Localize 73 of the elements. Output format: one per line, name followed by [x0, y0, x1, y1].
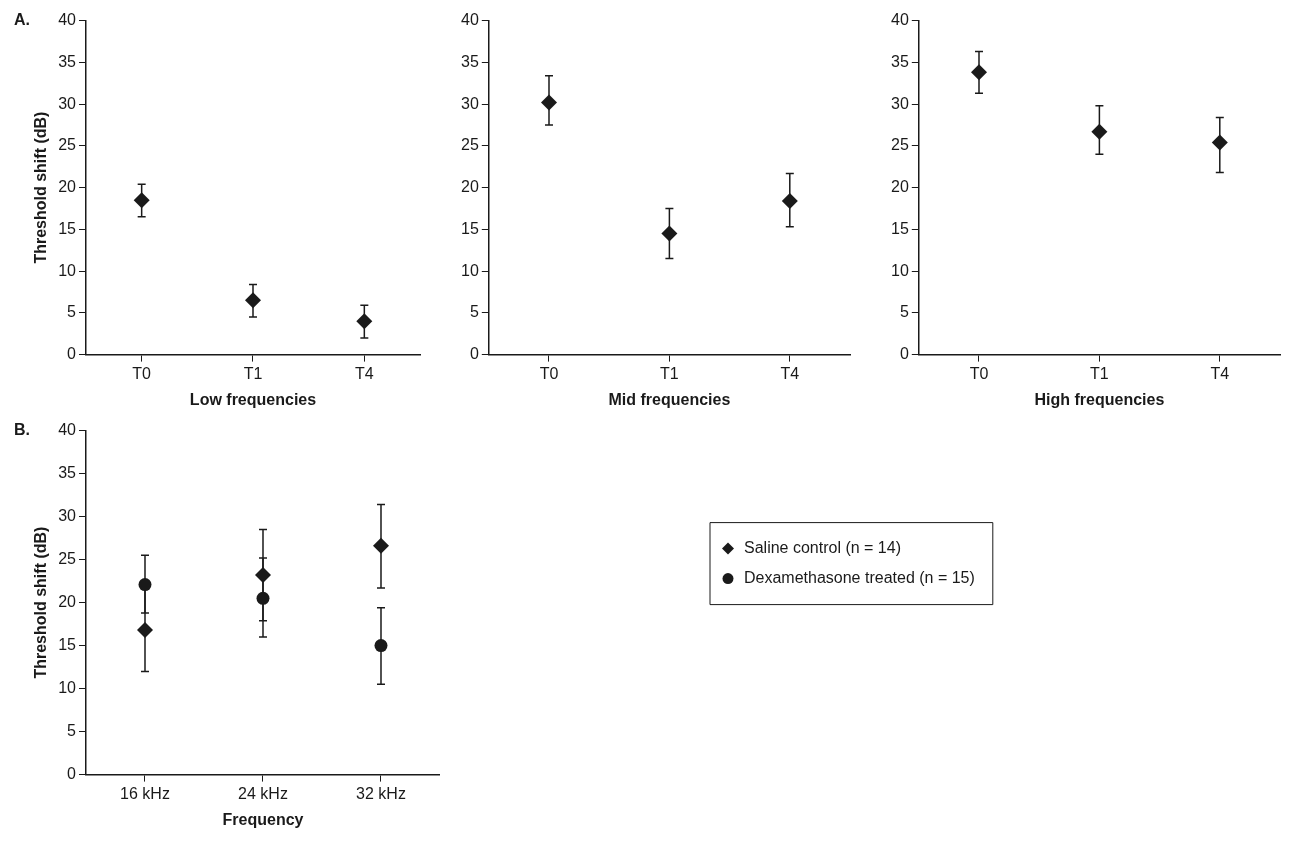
y-tick-label: 20 — [461, 178, 479, 196]
point — [245, 292, 261, 309]
y-tick-label: 25 — [58, 136, 77, 154]
y-tick-label: 20 — [891, 178, 909, 196]
y-tick-label: 40 — [461, 11, 479, 29]
y-tick-label: 30 — [58, 507, 77, 525]
x-tick-label: T4 — [1210, 364, 1230, 382]
point — [541, 94, 557, 111]
y-tick-label: 0 — [67, 765, 77, 783]
x-tick-label: T0 — [969, 364, 989, 382]
point — [133, 192, 150, 209]
legend-label: Dexamethasone treated (n = 15) — [744, 569, 975, 587]
point — [1091, 123, 1108, 140]
x-axis-title: High frequencies — [1034, 390, 1165, 408]
x-tick-label: T4 — [780, 364, 800, 382]
point — [137, 622, 153, 639]
point — [971, 64, 987, 81]
x-axis-title: Frequency — [222, 810, 304, 828]
x-tick-label: T1 — [243, 364, 263, 382]
y-tick-label: 10 — [891, 261, 909, 279]
x-tick-label: T1 — [1090, 364, 1109, 382]
x-tick-label: T0 — [132, 364, 152, 382]
y-tick-label: 25 — [891, 136, 909, 154]
y-tick-label: 15 — [461, 219, 479, 237]
point — [356, 313, 373, 330]
y-tick-label: 0 — [67, 345, 77, 363]
y-tick-label: 0 — [899, 345, 909, 363]
y-tick-label: 15 — [58, 219, 77, 237]
y-axis-title: Threshold shift (dB) — [32, 526, 50, 679]
x-tick-label: 24 kHz — [238, 784, 288, 802]
point — [374, 639, 388, 653]
y-tick-label: 30 — [461, 94, 479, 112]
point — [781, 192, 798, 209]
legend-label: Saline control (n = 14) — [744, 539, 901, 557]
y-tick-label: 25 — [58, 550, 77, 568]
y-tick-label: 30 — [891, 94, 909, 112]
x-axis-title: Low frequencies — [189, 390, 317, 408]
y-tick-label: 10 — [461, 261, 479, 279]
x-tick-label: 16 kHz — [120, 784, 170, 802]
y-tick-label: 15 — [891, 219, 909, 237]
y-tick-label: 35 — [891, 52, 909, 70]
y-tick-label: 10 — [58, 261, 77, 279]
y-tick-label: 30 — [58, 94, 77, 112]
point — [1211, 134, 1228, 151]
point — [255, 567, 271, 584]
x-tick-label: T0 — [539, 364, 559, 382]
y-tick-label: 15 — [58, 636, 77, 654]
x-tick-label: T4 — [355, 364, 374, 382]
y-tick-label: 40 — [58, 421, 77, 439]
y-tick-label: 25 — [461, 136, 479, 154]
y-tick-label: 35 — [58, 464, 77, 482]
x-tick-label: 32 kHz — [356, 784, 406, 802]
text: A. — [14, 11, 30, 29]
point — [661, 225, 678, 242]
y-tick-label: 5 — [899, 303, 909, 321]
point — [256, 591, 270, 605]
y-tick-label: 5 — [67, 303, 77, 321]
y-tick-label: 0 — [469, 345, 479, 363]
point — [138, 578, 152, 592]
y-axis-title: Threshold shift (dB) — [32, 111, 50, 264]
point — [373, 537, 389, 554]
y-tick-label: 40 — [58, 11, 77, 29]
y-tick-label: 5 — [67, 722, 77, 740]
y-tick-label: 35 — [461, 52, 479, 70]
x-tick-label: T1 — [660, 364, 679, 382]
y-tick-label: 20 — [58, 178, 77, 196]
y-tick-label: 35 — [58, 52, 77, 70]
x-axis-title: Mid frequencies — [608, 390, 731, 408]
text: B. — [14, 421, 30, 439]
y-tick-label: 20 — [58, 593, 77, 611]
y-tick-label: 40 — [891, 11, 909, 29]
y-tick-label: 5 — [469, 303, 479, 321]
y-tick-label: 10 — [58, 679, 77, 697]
